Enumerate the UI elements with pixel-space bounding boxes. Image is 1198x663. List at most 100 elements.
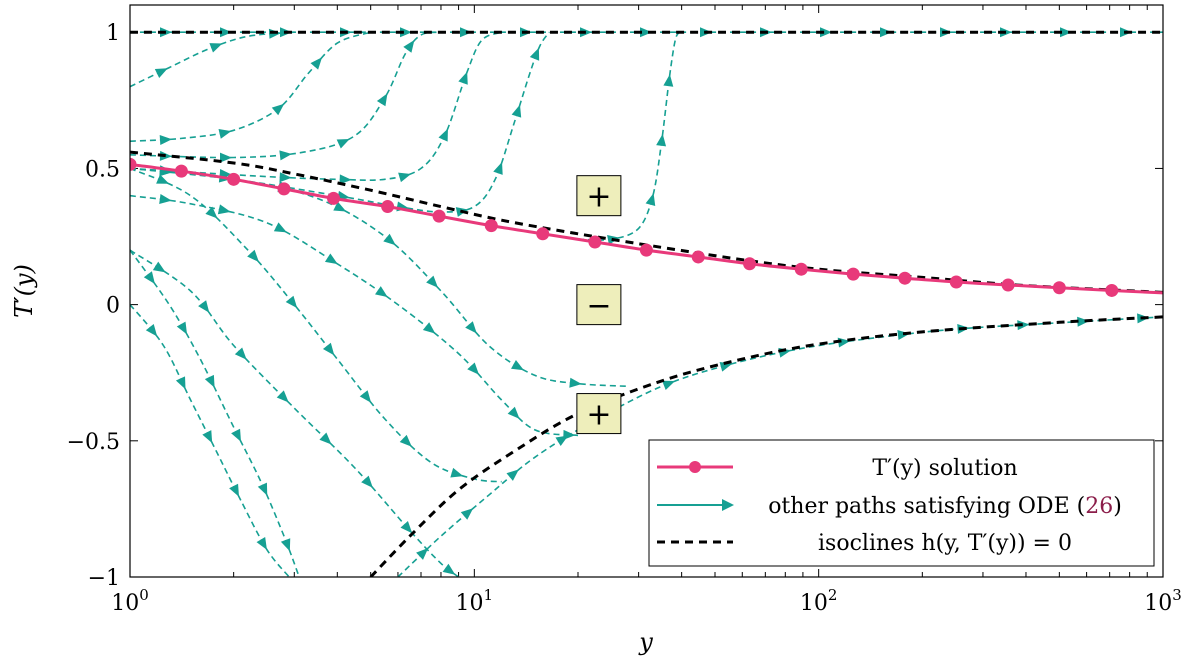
path-arrow-marker	[529, 47, 540, 61]
solution-marker	[588, 235, 602, 249]
path-arrow-marker	[450, 467, 464, 478]
y-tick-label: 0.5	[85, 157, 120, 182]
path-arrow-marker	[160, 27, 172, 38]
path-arrow-marker	[271, 103, 285, 116]
legend-arrow-icon	[722, 499, 734, 511]
x-tick-base: 10	[456, 591, 484, 616]
path-arrow-marker	[257, 482, 268, 496]
path-arrow-marker	[458, 71, 468, 85]
solution-marker	[227, 172, 241, 186]
ode-path	[130, 31, 371, 142]
y-axis-label: T′(y)	[10, 264, 38, 318]
path-arrow-marker	[202, 430, 213, 444]
tick-labels: 100 101 102 103−1−0.500.51	[67, 21, 1182, 616]
path-arrow-marker	[280, 538, 291, 552]
path-arrow-marker	[569, 377, 582, 388]
path-arrow-marker	[580, 27, 592, 38]
path-arrow-marker	[285, 295, 298, 309]
sign-box	[576, 284, 622, 326]
path-arrow-marker	[507, 406, 520, 419]
legend: T′(y) solution other paths satisfying OD…	[648, 439, 1155, 567]
path-arrow-marker	[398, 172, 412, 183]
path-arrow-marker	[159, 194, 172, 204]
x-tick-exponent: 2	[828, 586, 838, 604]
path-arrow-marker	[156, 174, 170, 184]
path-arrow-marker	[159, 134, 172, 145]
legend-entry-isoclines: isoclines h(y, T′(y)) = 0	[657, 531, 1072, 556]
path-arrow-marker	[399, 434, 412, 447]
ode-path	[130, 167, 629, 388]
path-arrow-marker	[465, 321, 477, 334]
sign-label: −	[586, 289, 611, 324]
path-arrow-marker	[339, 174, 352, 185]
sign-label: +	[586, 180, 611, 215]
path-arrow-marker	[375, 286, 388, 298]
legend-paths-close: )	[1113, 494, 1122, 519]
path-arrow-marker	[175, 376, 186, 390]
solution-marker	[1105, 283, 1119, 297]
x-tick-label: 101	[456, 586, 494, 616]
isocline-path	[369, 315, 1163, 577]
legend-isocline-label: isoclines h(y, T′(y)) = 0	[818, 531, 1072, 556]
sign-box	[576, 175, 622, 217]
path-arrow-marker	[467, 362, 480, 375]
legend-solution-label: T′(y) solution	[872, 456, 1017, 481]
sign-label: +	[586, 398, 611, 433]
path-arrow-marker	[143, 271, 155, 284]
ode-path	[397, 316, 1163, 577]
path-arrow-marker	[322, 342, 335, 356]
x-tick-base: 10	[800, 591, 828, 616]
ode-path	[130, 31, 295, 88]
path-arrow-marker	[662, 380, 676, 391]
path-arrow-marker	[1017, 320, 1030, 331]
path-arrow-marker	[247, 249, 259, 263]
path-arrow-marker	[376, 93, 388, 107]
legend-paths-text: other paths satisfying ODE (	[768, 494, 1085, 519]
plot-area	[130, 27, 1163, 577]
x-tick-base: 10	[111, 591, 139, 616]
solution-marker	[536, 227, 550, 241]
path-arrow-marker	[231, 428, 242, 442]
y-tick-label: −1	[88, 566, 120, 591]
path-arrow-marker	[234, 347, 247, 360]
solution-marker	[898, 271, 912, 285]
path-arrow-marker	[154, 68, 168, 79]
y-tick-label: 0	[106, 294, 120, 319]
path-arrow-marker	[656, 133, 667, 147]
path-arrow-marker	[555, 435, 569, 446]
solution-marker	[743, 257, 757, 271]
ode-path	[130, 31, 502, 182]
solution-marker	[846, 267, 860, 281]
path-arrow-marker	[640, 27, 652, 38]
path-arrow-marker	[336, 139, 350, 149]
solution-marker	[1001, 278, 1015, 292]
equation-reference-link[interactable]: 26	[1085, 494, 1113, 519]
legend-paths-label: other paths satisfying ODE (26)	[768, 494, 1122, 519]
path-arrow-marker	[359, 390, 372, 403]
solution-marker	[949, 275, 963, 289]
path-arrow-marker	[416, 547, 429, 560]
path-arrow-marker	[159, 150, 172, 161]
path-arrow-marker	[273, 222, 287, 233]
path-arrow-marker	[361, 475, 373, 488]
path-arrow-marker	[820, 27, 832, 38]
path-arrow-marker	[310, 57, 323, 70]
legend-box	[648, 439, 1155, 567]
legend-solution-marker	[689, 461, 701, 473]
path-arrow-marker	[383, 233, 396, 246]
x-tick-label: 103	[1144, 586, 1182, 616]
path-arrow-marker	[511, 359, 524, 371]
solution-marker	[484, 219, 498, 233]
x-axis-label: y	[638, 628, 653, 656]
path-arrow-marker	[319, 432, 332, 445]
x-tick-label: 100	[111, 586, 149, 616]
path-arrow-marker	[204, 374, 215, 388]
path-arrow-marker	[229, 483, 240, 497]
path-arrow-marker	[152, 261, 166, 273]
path-arrow-marker	[217, 204, 231, 215]
path-arrow-marker	[176, 321, 188, 335]
path-arrow-marker	[219, 152, 232, 163]
path-arrow-marker	[333, 201, 347, 212]
path-arrow-marker	[1060, 27, 1072, 38]
